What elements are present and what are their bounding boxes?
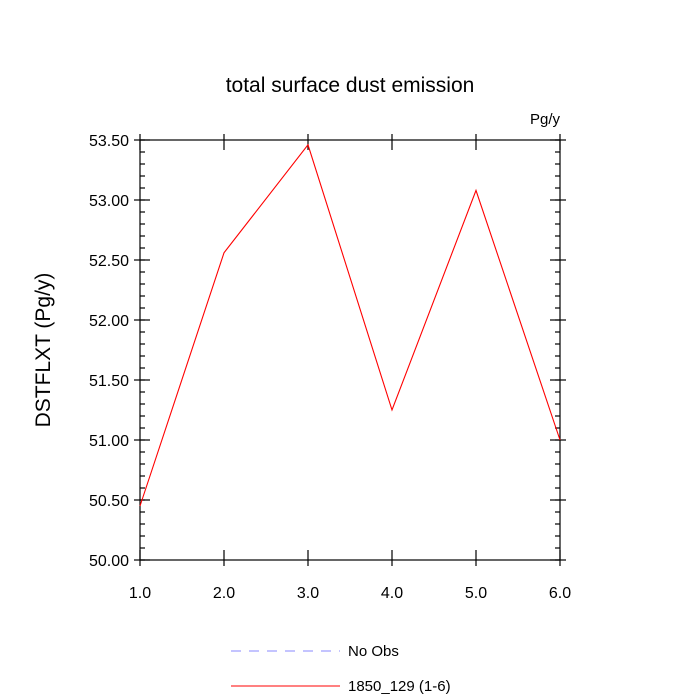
y-tick-label: 52.00 — [89, 313, 129, 330]
y-tick-label: 51.50 — [89, 373, 129, 390]
x-tick-label: 6.0 — [549, 585, 571, 602]
x-tick-label: 2.0 — [213, 585, 235, 602]
x-tick-label: 5.0 — [465, 585, 487, 602]
plot-area: 50.00 50.50 51.00 51.50 52.00 52.50 53.00 53.50… — [89, 133, 571, 602]
y-tick-label: 53.00 — [89, 193, 129, 210]
chart-title: total surface dust emission — [226, 74, 475, 97]
x-tick-label: 1.0 — [129, 585, 151, 602]
y-tick-label: 52.50 — [89, 253, 129, 270]
x-tick-label: 3.0 — [297, 585, 319, 602]
series-line — [139, 143, 561, 507]
units-label: Pg/y — [530, 111, 561, 128]
y-tick-label: 50.00 — [89, 553, 129, 570]
y-axis-label: DSTFLXT (Pg/y) — [32, 273, 55, 428]
legend: No Obs 1850_129 (1-6) — [231, 643, 451, 695]
legend-label: No Obs — [348, 643, 399, 660]
y-tick-label: 53.50 — [89, 133, 129, 150]
plot-frame — [139, 139, 561, 561]
x-tick-label: 4.0 — [381, 585, 403, 602]
legend-label: 1850_129 (1-6) — [348, 678, 451, 695]
y-tick-label: 51.00 — [89, 433, 129, 450]
y-tick-label: 50.50 — [89, 493, 129, 510]
